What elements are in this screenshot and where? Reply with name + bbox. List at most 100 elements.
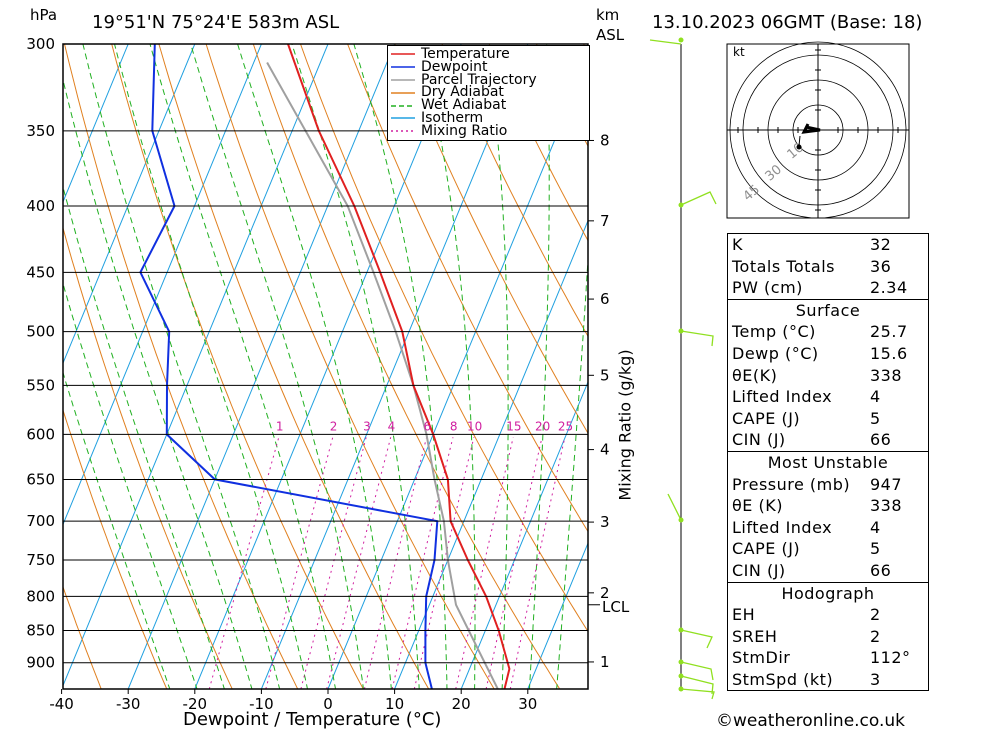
table-row-value: 3 bbox=[870, 669, 881, 689]
parcel-series-line bbox=[266, 62, 499, 689]
table-row-label: EH bbox=[732, 605, 756, 625]
table-row: θE (K) 338 bbox=[728, 495, 928, 517]
table-row-value: 5 bbox=[870, 539, 881, 559]
wind-barb bbox=[680, 688, 715, 700]
hpa-label: hPa bbox=[30, 6, 58, 24]
table-row-label: Dewp (°C) bbox=[732, 343, 819, 363]
mixing-ratio-line bbox=[485, 437, 543, 689]
temperature-tick-label: 20 bbox=[452, 695, 471, 713]
pressure-tick-label: 300 bbox=[26, 35, 55, 53]
table-row-label: CIN (J) bbox=[732, 430, 786, 450]
dry-adiabat-line bbox=[347, 44, 588, 533]
wind-barb bbox=[667, 493, 682, 521]
isotherm-line bbox=[63, 44, 262, 526]
table-row-value: 112° bbox=[870, 648, 911, 668]
chart-axes-layer: 1 2 3 4 6 8 10 15 20 2530035040045050055060065070… bbox=[26, 35, 609, 713]
height-tick-label: 4 bbox=[600, 441, 610, 459]
height-tick-label: 2 bbox=[600, 584, 610, 602]
wet-adiabat-line bbox=[420, 44, 476, 689]
isotherm-line bbox=[63, 44, 329, 687]
dry-adiabat-line bbox=[441, 44, 588, 338]
height-tick-label: 7 bbox=[600, 212, 610, 230]
legend-label: Dewpoint bbox=[421, 58, 488, 75]
wet-adiabat-line bbox=[63, 281, 198, 689]
mixing-ratio-label: 1 bbox=[276, 419, 284, 433]
table-row-label: CAPE (J) bbox=[732, 408, 801, 428]
wet-adiabat-line bbox=[63, 371, 171, 689]
mixing-ratio-label: 8 bbox=[450, 419, 458, 433]
mixing-ratio-label: 15 bbox=[506, 419, 521, 433]
table-row: CAPE (J) 5 bbox=[728, 408, 928, 430]
pressure-tick-label: 500 bbox=[26, 323, 55, 341]
dry-adiabat-line bbox=[63, 585, 102, 689]
table-row-label: StmDir bbox=[732, 648, 791, 668]
legend-item: Dry Adiabat bbox=[388, 86, 589, 99]
chart-lines-layer bbox=[63, 44, 588, 689]
mixing-ratio-label: 25 bbox=[558, 419, 573, 433]
table-row-value: 5 bbox=[870, 408, 881, 428]
pressure-tick-label: 900 bbox=[26, 654, 55, 672]
lcl-label: LCL bbox=[602, 598, 630, 616]
isotherm-line bbox=[460, 380, 588, 689]
wet-adiabat-line bbox=[82, 44, 281, 689]
table-row-label: CIN (J) bbox=[732, 560, 786, 580]
temperature-tick-label: -20 bbox=[183, 695, 208, 713]
mixing-ratio-line bbox=[391, 437, 454, 689]
isotherm-line bbox=[127, 44, 396, 689]
pressure-tick-label: 700 bbox=[26, 512, 55, 530]
footer-credit: ©weatheronline.co.uk bbox=[716, 711, 906, 731]
wet-adiabat-line bbox=[353, 44, 448, 689]
wet-adiabat-line bbox=[63, 185, 225, 689]
table-row-value: 32 bbox=[870, 235, 892, 254]
height-tick-label: 1 bbox=[600, 653, 610, 671]
x-axis-label: Dewpoint / Temperature (°C) bbox=[183, 709, 442, 730]
isotherm-line bbox=[63, 44, 129, 204]
table-row-label: PW (cm) bbox=[732, 278, 803, 298]
mixing-ratio-line bbox=[509, 437, 566, 689]
mixing-ratio-label: 10 bbox=[467, 419, 482, 433]
datetime-title: 13.10.2023 06GMT (Base: 18) bbox=[652, 12, 923, 33]
height-tick-label: 3 bbox=[600, 513, 610, 531]
legend-label: Wet Adiabat bbox=[421, 97, 507, 114]
storm-motion-point bbox=[796, 144, 802, 150]
dry-adiabat-line bbox=[111, 44, 364, 689]
table-row: PW (cm) 2.34 bbox=[728, 277, 928, 299]
table-row-value: 66 bbox=[870, 560, 892, 580]
table-row: StmSpd (kt) 3 bbox=[728, 669, 928, 691]
table-row-value: 66 bbox=[870, 430, 892, 450]
table-row-value: 2 bbox=[870, 605, 881, 625]
pressure-tick-label: 450 bbox=[26, 263, 55, 281]
temperature-tick-label: 10 bbox=[385, 695, 404, 713]
wind-profile bbox=[649, 37, 717, 700]
table-row: θE(K) 338 bbox=[728, 365, 928, 387]
table-row-value: 25.7 bbox=[870, 322, 908, 342]
table-row: K 32 bbox=[728, 234, 928, 256]
table-row-label: Totals Totals bbox=[732, 256, 835, 276]
surface-title: Surface bbox=[795, 300, 861, 320]
wind-barb bbox=[680, 191, 717, 206]
pressure-tick-label: 550 bbox=[26, 376, 55, 394]
table-row: Temp (°C) 25.7 bbox=[728, 321, 928, 343]
table-row-value: 2.34 bbox=[870, 278, 908, 298]
wind-barb bbox=[680, 661, 714, 681]
most-unstable-title: Most Unstable bbox=[767, 452, 889, 472]
hodograph-trace bbox=[801, 123, 821, 134]
wind-barb bbox=[680, 330, 714, 347]
mixing-ratio-line bbox=[208, 437, 280, 689]
isotherm-line bbox=[260, 44, 529, 689]
table-row-label: K bbox=[732, 235, 743, 254]
height-tick-label: 5 bbox=[600, 366, 610, 384]
legend-label: Mixing Ratio bbox=[421, 122, 508, 139]
isotherm-line bbox=[327, 58, 588, 689]
mixing-ratio-axis-label: Mixing Ratio (g/kg) bbox=[615, 349, 635, 501]
dry-adiabat-line bbox=[64, 44, 299, 689]
legend-label: Isotherm bbox=[421, 109, 484, 126]
legend-item: Temperature bbox=[388, 47, 589, 61]
table-row: Lifted Index 4 bbox=[728, 386, 928, 408]
table-row-label: SREH bbox=[732, 626, 778, 646]
isotherm-line bbox=[63, 44, 196, 365]
mixing-ratio-line bbox=[455, 437, 514, 689]
